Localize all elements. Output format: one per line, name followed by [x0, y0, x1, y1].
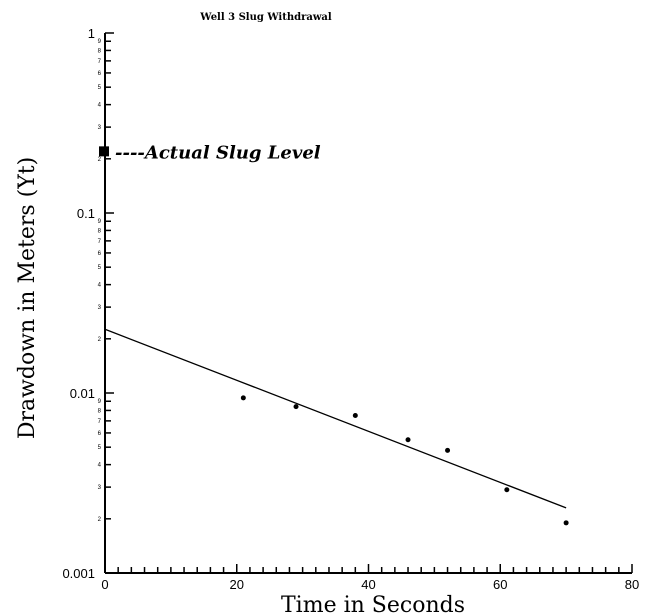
- actual-slug-level-label: ----Actual Slug Level: [115, 142, 321, 163]
- y-minor-tick-label: 6: [98, 431, 102, 437]
- x-tick-label: 60: [493, 577, 507, 592]
- y-minor-tick-label: 6: [98, 251, 102, 257]
- data-point: [445, 447, 451, 453]
- y-minor-tick-label: 5: [98, 265, 102, 271]
- y-minor-tick-label: 2: [98, 517, 102, 523]
- y-axis-label: Drawdown in Meters (Yt): [15, 157, 40, 439]
- y-tick-label: 0.001: [62, 566, 95, 581]
- y-minor-tick-label: 5: [98, 445, 102, 451]
- chart-title: Well 3 Slug Withdrawal: [199, 12, 332, 23]
- y-axis-ticks: 0.001 0.01 0.1 1 2 3 4 5 6 7 8 9 2 3 4 5 6 7 8 9 2 3 4 5 6 7 8 9: [62, 26, 114, 581]
- x-tick-label: 0: [101, 577, 108, 592]
- fit-line: [104, 328, 567, 509]
- y-minor-tick-label: 3: [98, 125, 102, 131]
- x-tick-label: 80: [625, 577, 639, 592]
- y-minor-tick-label: 7: [98, 59, 102, 65]
- x-axis-label: Time in Seconds: [281, 593, 465, 616]
- y-minor-tick-label: 3: [98, 305, 102, 311]
- y-minor-tick-label: 4: [98, 283, 102, 289]
- data-point: [293, 404, 299, 410]
- y-minor-tick-label: 7: [98, 419, 102, 425]
- data-points: [240, 395, 569, 526]
- y-minor-tick-label: 9: [98, 39, 102, 45]
- y-minor-tick-label: 6: [98, 71, 102, 77]
- y-tick-label: 0.1: [77, 206, 95, 221]
- data-point: [504, 487, 510, 493]
- actual-slug-level-marker: [99, 146, 109, 157]
- y-minor-tick-label: 4: [98, 463, 102, 469]
- y-minor-tick-label: 2: [98, 337, 102, 343]
- y-tick-label: 0.01: [70, 386, 95, 401]
- y-tick-label: 1: [88, 26, 95, 41]
- data-point: [240, 395, 246, 401]
- y-minor-tick-label: 8: [98, 228, 102, 234]
- y-minor-tick-label: 9: [98, 399, 102, 405]
- data-point: [563, 520, 569, 526]
- y-minor-tick-label: 3: [98, 485, 102, 491]
- data-point: [405, 437, 411, 443]
- x-axis-ticks: 0 20 40 60 80: [101, 564, 639, 592]
- y-minor-tick-label: 8: [98, 48, 102, 54]
- x-tick-label: 20: [230, 577, 244, 592]
- data-point: [352, 412, 358, 418]
- y-minor-tick-label: 4: [98, 103, 102, 109]
- y-minor-tick-label: 2: [98, 157, 102, 163]
- y-minor-tick-label: 5: [98, 85, 102, 91]
- y-minor-tick-label: 7: [98, 239, 102, 245]
- x-tick-label: 40: [361, 577, 375, 592]
- y-minor-tick-label: 9: [98, 219, 102, 225]
- y-minor-tick-label: 8: [98, 408, 102, 414]
